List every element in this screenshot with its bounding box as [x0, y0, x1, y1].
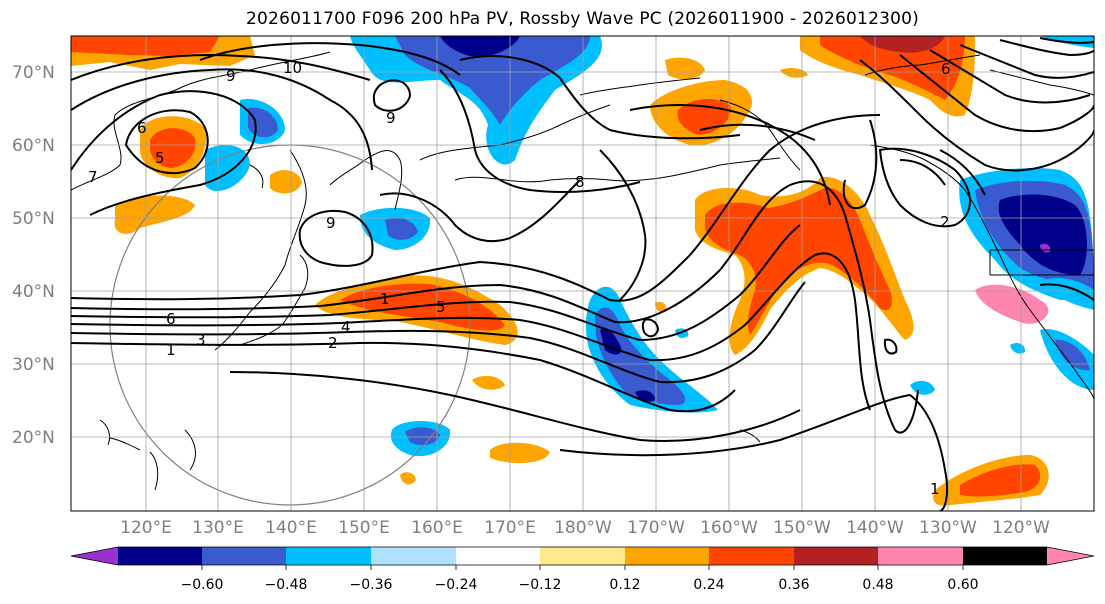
lon-label: 160°E [411, 518, 463, 538]
pv-contours [71, 37, 1094, 511]
lon-label: 150°E [338, 518, 390, 538]
colorbar-segment [963, 547, 1047, 565]
colorbar-segment [540, 547, 625, 565]
contour-label: 9 [326, 214, 336, 232]
map-frame [70, 35, 1095, 512]
colorbar-tick-label: −0.48 [265, 577, 308, 593]
colorbar-segment [794, 547, 878, 565]
longitude-labels: 120°E 130°E 140°E 150°E 160°E 170°E 180°… [120, 518, 1050, 538]
contour-label: 1 [930, 480, 940, 498]
colorbar-tick-label: −0.12 [519, 577, 562, 593]
lat-label: 30°N [12, 355, 55, 375]
colorbar-tick-label: 0.12 [609, 577, 640, 593]
colorbar-tick-label: −0.60 [181, 577, 224, 593]
lat-label: 60°N [12, 136, 55, 156]
colorbar: −0.60 −0.48 −0.36 −0.24 −0.12 0.12 0.24 … [70, 546, 1095, 593]
latitude-labels: 20°N 30°N 40°N 50°N 60°N 70°N [12, 63, 55, 448]
colorbar-tick-label: 0.36 [778, 577, 809, 593]
colorbar-segment [878, 547, 963, 565]
colorbar-tick-label: −0.24 [435, 577, 478, 593]
colorbar-segment [709, 547, 794, 565]
contour-label: 1 [166, 341, 176, 359]
lon-label: 170°E [484, 518, 536, 538]
colorbar-segment [371, 547, 456, 565]
lon-label: 140°E [265, 518, 317, 538]
pv-contour-labels: 10 9 9 9 8 7 6 6 6 5 5 4 3 2 2 1 1 1 [88, 59, 951, 498]
colorbar-segment [118, 547, 202, 565]
lat-label: 20°N [12, 428, 55, 448]
contour-label: 6 [941, 60, 951, 78]
contour-label: 2 [328, 334, 338, 352]
lat-label: 70°N [12, 63, 55, 83]
lon-label: 130°E [192, 518, 244, 538]
colorbar-segment [202, 547, 286, 565]
contour-label: 9 [226, 67, 236, 85]
colorbar-tick-label: 0.60 [947, 577, 978, 593]
contour-label: 9 [386, 109, 396, 127]
contour-label: 5 [155, 149, 165, 167]
contour-label: 6 [166, 310, 176, 328]
contour-label: 2 [940, 213, 950, 231]
contour-label: 8 [575, 173, 585, 191]
lat-label: 40°N [12, 282, 55, 302]
colorbar-tick-label: −0.36 [350, 577, 393, 593]
contour-label: 4 [341, 318, 351, 336]
lat-label: 50°N [12, 209, 55, 229]
colorbar-high-extension [1047, 547, 1094, 565]
colorbar-tick-label: 0.24 [693, 577, 724, 593]
colorbar-segment [456, 547, 540, 565]
gridlines [71, 36, 1094, 511]
lon-label: 180°W [554, 518, 612, 538]
contour-label: 1 [380, 290, 390, 308]
colorbar-low-extension [71, 547, 118, 565]
colorbar-tick-label: 0.48 [862, 577, 893, 593]
colorbar-outline [70, 546, 1095, 566]
contour-label: 7 [88, 168, 98, 186]
lon-label: 130°W [919, 518, 977, 538]
lon-label: 140°W [846, 518, 904, 538]
contour-label: 5 [436, 298, 446, 316]
map-title: 2026011700 F096 200 hPa PV, Rossby Wave … [246, 9, 919, 29]
lon-label: 150°W [773, 518, 831, 538]
contour-label: 3 [196, 331, 206, 349]
colorbar-segment [625, 547, 709, 565]
lon-label: 120°W [992, 518, 1050, 538]
lon-label: 160°W [700, 518, 758, 538]
contour-label: 10 [283, 59, 302, 77]
colorbar-segment [286, 547, 371, 565]
contour-label: 6 [137, 119, 147, 137]
lon-label: 170°W [627, 518, 685, 538]
lon-label: 120°E [120, 518, 172, 538]
